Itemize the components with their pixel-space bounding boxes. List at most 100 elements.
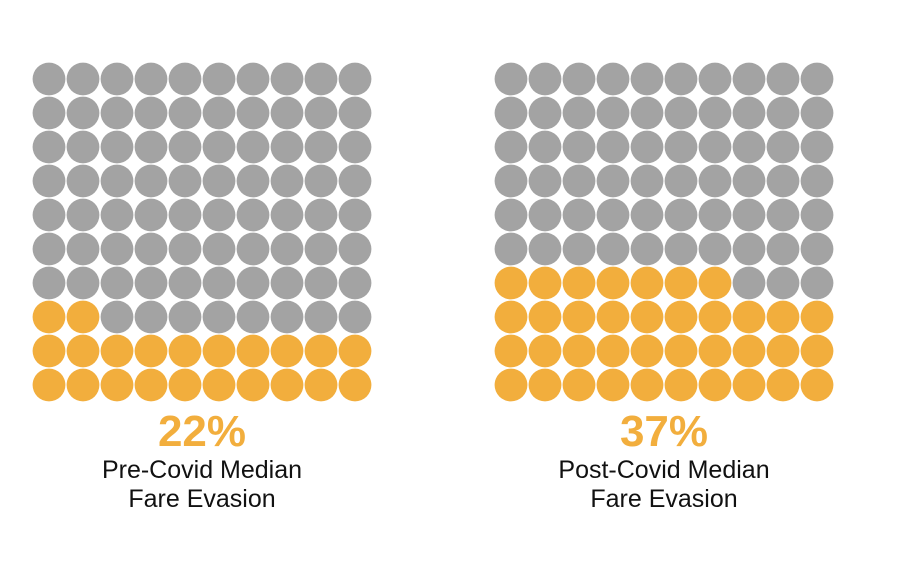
waffle-dot-highlight <box>66 368 100 402</box>
waffle-dot-base <box>338 232 372 266</box>
waffle-dot-base <box>630 232 664 266</box>
waffle-dot-base <box>698 96 732 130</box>
waffle-dot-base <box>630 198 664 232</box>
waffle-dot-base <box>32 232 66 266</box>
waffle-dot-base <box>134 232 168 266</box>
waffle-dot-highlight <box>732 300 766 334</box>
waffle-dot-highlight <box>562 368 596 402</box>
waffle-dot-base <box>562 130 596 164</box>
waffle-dot-highlight <box>562 266 596 300</box>
waffle-dot-base <box>100 198 134 232</box>
waffle-dot-base <box>766 266 800 300</box>
waffle-dot-highlight <box>596 334 630 368</box>
waffle-chart-pre-covid: 22% Pre-Covid Median Fare Evasion <box>32 62 372 514</box>
waffle-dot-base <box>596 96 630 130</box>
waffle-dot-base <box>202 62 236 96</box>
waffle-dot-base <box>304 232 338 266</box>
waffle-dot-base <box>304 266 338 300</box>
waffle-dot-base <box>766 232 800 266</box>
waffle-dot-base <box>338 198 372 232</box>
waffle-dot-base <box>630 130 664 164</box>
waffle-dot-base <box>66 198 100 232</box>
waffle-dot-base <box>494 198 528 232</box>
caption-pre-covid: Pre-Covid Median Fare Evasion <box>32 456 372 514</box>
waffle-dot-base <box>236 198 270 232</box>
waffle-dot-base <box>800 232 834 266</box>
waffle-dot-base <box>766 62 800 96</box>
waffle-dot-base <box>134 198 168 232</box>
waffle-dot-base <box>338 130 372 164</box>
waffle-dot-base <box>100 266 134 300</box>
waffle-grid-post-covid <box>494 62 834 402</box>
waffle-dot-highlight <box>732 334 766 368</box>
waffle-dot-base <box>732 198 766 232</box>
waffle-dot-base <box>528 62 562 96</box>
waffle-dot-base <box>236 96 270 130</box>
waffle-dot-highlight <box>134 368 168 402</box>
waffle-dot-base <box>202 300 236 334</box>
waffle-dot-base <box>562 62 596 96</box>
waffle-dot-highlight <box>596 300 630 334</box>
waffle-dot-base <box>304 300 338 334</box>
waffle-dot-base <box>732 62 766 96</box>
waffle-dot-highlight <box>202 334 236 368</box>
waffle-dot-base <box>664 130 698 164</box>
waffle-dot-base <box>800 96 834 130</box>
waffle-dot-base <box>66 62 100 96</box>
waffle-dot-base <box>698 232 732 266</box>
caption-post-covid: Post-Covid Median Fare Evasion <box>494 456 834 514</box>
waffle-dot-base <box>66 164 100 198</box>
waffle-dot-base <box>562 164 596 198</box>
waffle-dot-base <box>270 96 304 130</box>
waffle-dot-highlight <box>338 334 372 368</box>
waffle-dot-base <box>100 164 134 198</box>
waffle-dot-base <box>698 130 732 164</box>
waffle-dot-highlight <box>630 300 664 334</box>
waffle-dot-base <box>202 266 236 300</box>
waffle-dot-highlight <box>304 334 338 368</box>
waffle-dot-base <box>100 300 134 334</box>
waffle-dot-base <box>732 164 766 198</box>
waffle-dot-base <box>800 62 834 96</box>
waffle-dot-highlight <box>202 368 236 402</box>
waffle-dot-highlight <box>66 300 100 334</box>
waffle-dot-base <box>66 130 100 164</box>
waffle-dot-highlight <box>134 334 168 368</box>
waffle-dot-base <box>134 130 168 164</box>
waffle-dot-highlight <box>270 368 304 402</box>
waffle-dot-base <box>494 62 528 96</box>
waffle-dot-highlight <box>494 368 528 402</box>
waffle-dot-base <box>732 130 766 164</box>
waffle-dot-base <box>528 96 562 130</box>
waffle-dot-base <box>596 130 630 164</box>
waffle-dot-highlight <box>698 334 732 368</box>
waffle-dot-base <box>338 300 372 334</box>
waffle-dot-base <box>304 96 338 130</box>
waffle-dot-base <box>202 198 236 232</box>
waffle-dot-base <box>800 266 834 300</box>
waffle-dot-base <box>100 232 134 266</box>
waffle-dot-base <box>304 62 338 96</box>
waffle-dot-base <box>134 62 168 96</box>
waffle-dot-base <box>270 164 304 198</box>
waffle-dot-base <box>270 266 304 300</box>
waffle-dot-highlight <box>528 334 562 368</box>
waffle-dot-base <box>168 198 202 232</box>
waffle-dot-base <box>800 198 834 232</box>
waffle-dot-highlight <box>630 368 664 402</box>
waffle-dot-highlight <box>168 334 202 368</box>
waffle-dot-highlight <box>66 334 100 368</box>
waffle-dot-base <box>168 164 202 198</box>
waffle-dot-base <box>732 96 766 130</box>
waffle-dot-base <box>66 96 100 130</box>
waffle-dot-base <box>664 164 698 198</box>
waffle-dot-base <box>134 164 168 198</box>
waffle-dot-base <box>528 164 562 198</box>
waffle-dot-highlight <box>766 334 800 368</box>
waffle-dot-base <box>698 198 732 232</box>
waffle-dot-base <box>236 300 270 334</box>
waffle-dot-highlight <box>32 334 66 368</box>
waffle-dot-base <box>766 198 800 232</box>
waffle-dot-base <box>168 130 202 164</box>
waffle-dot-highlight <box>698 368 732 402</box>
